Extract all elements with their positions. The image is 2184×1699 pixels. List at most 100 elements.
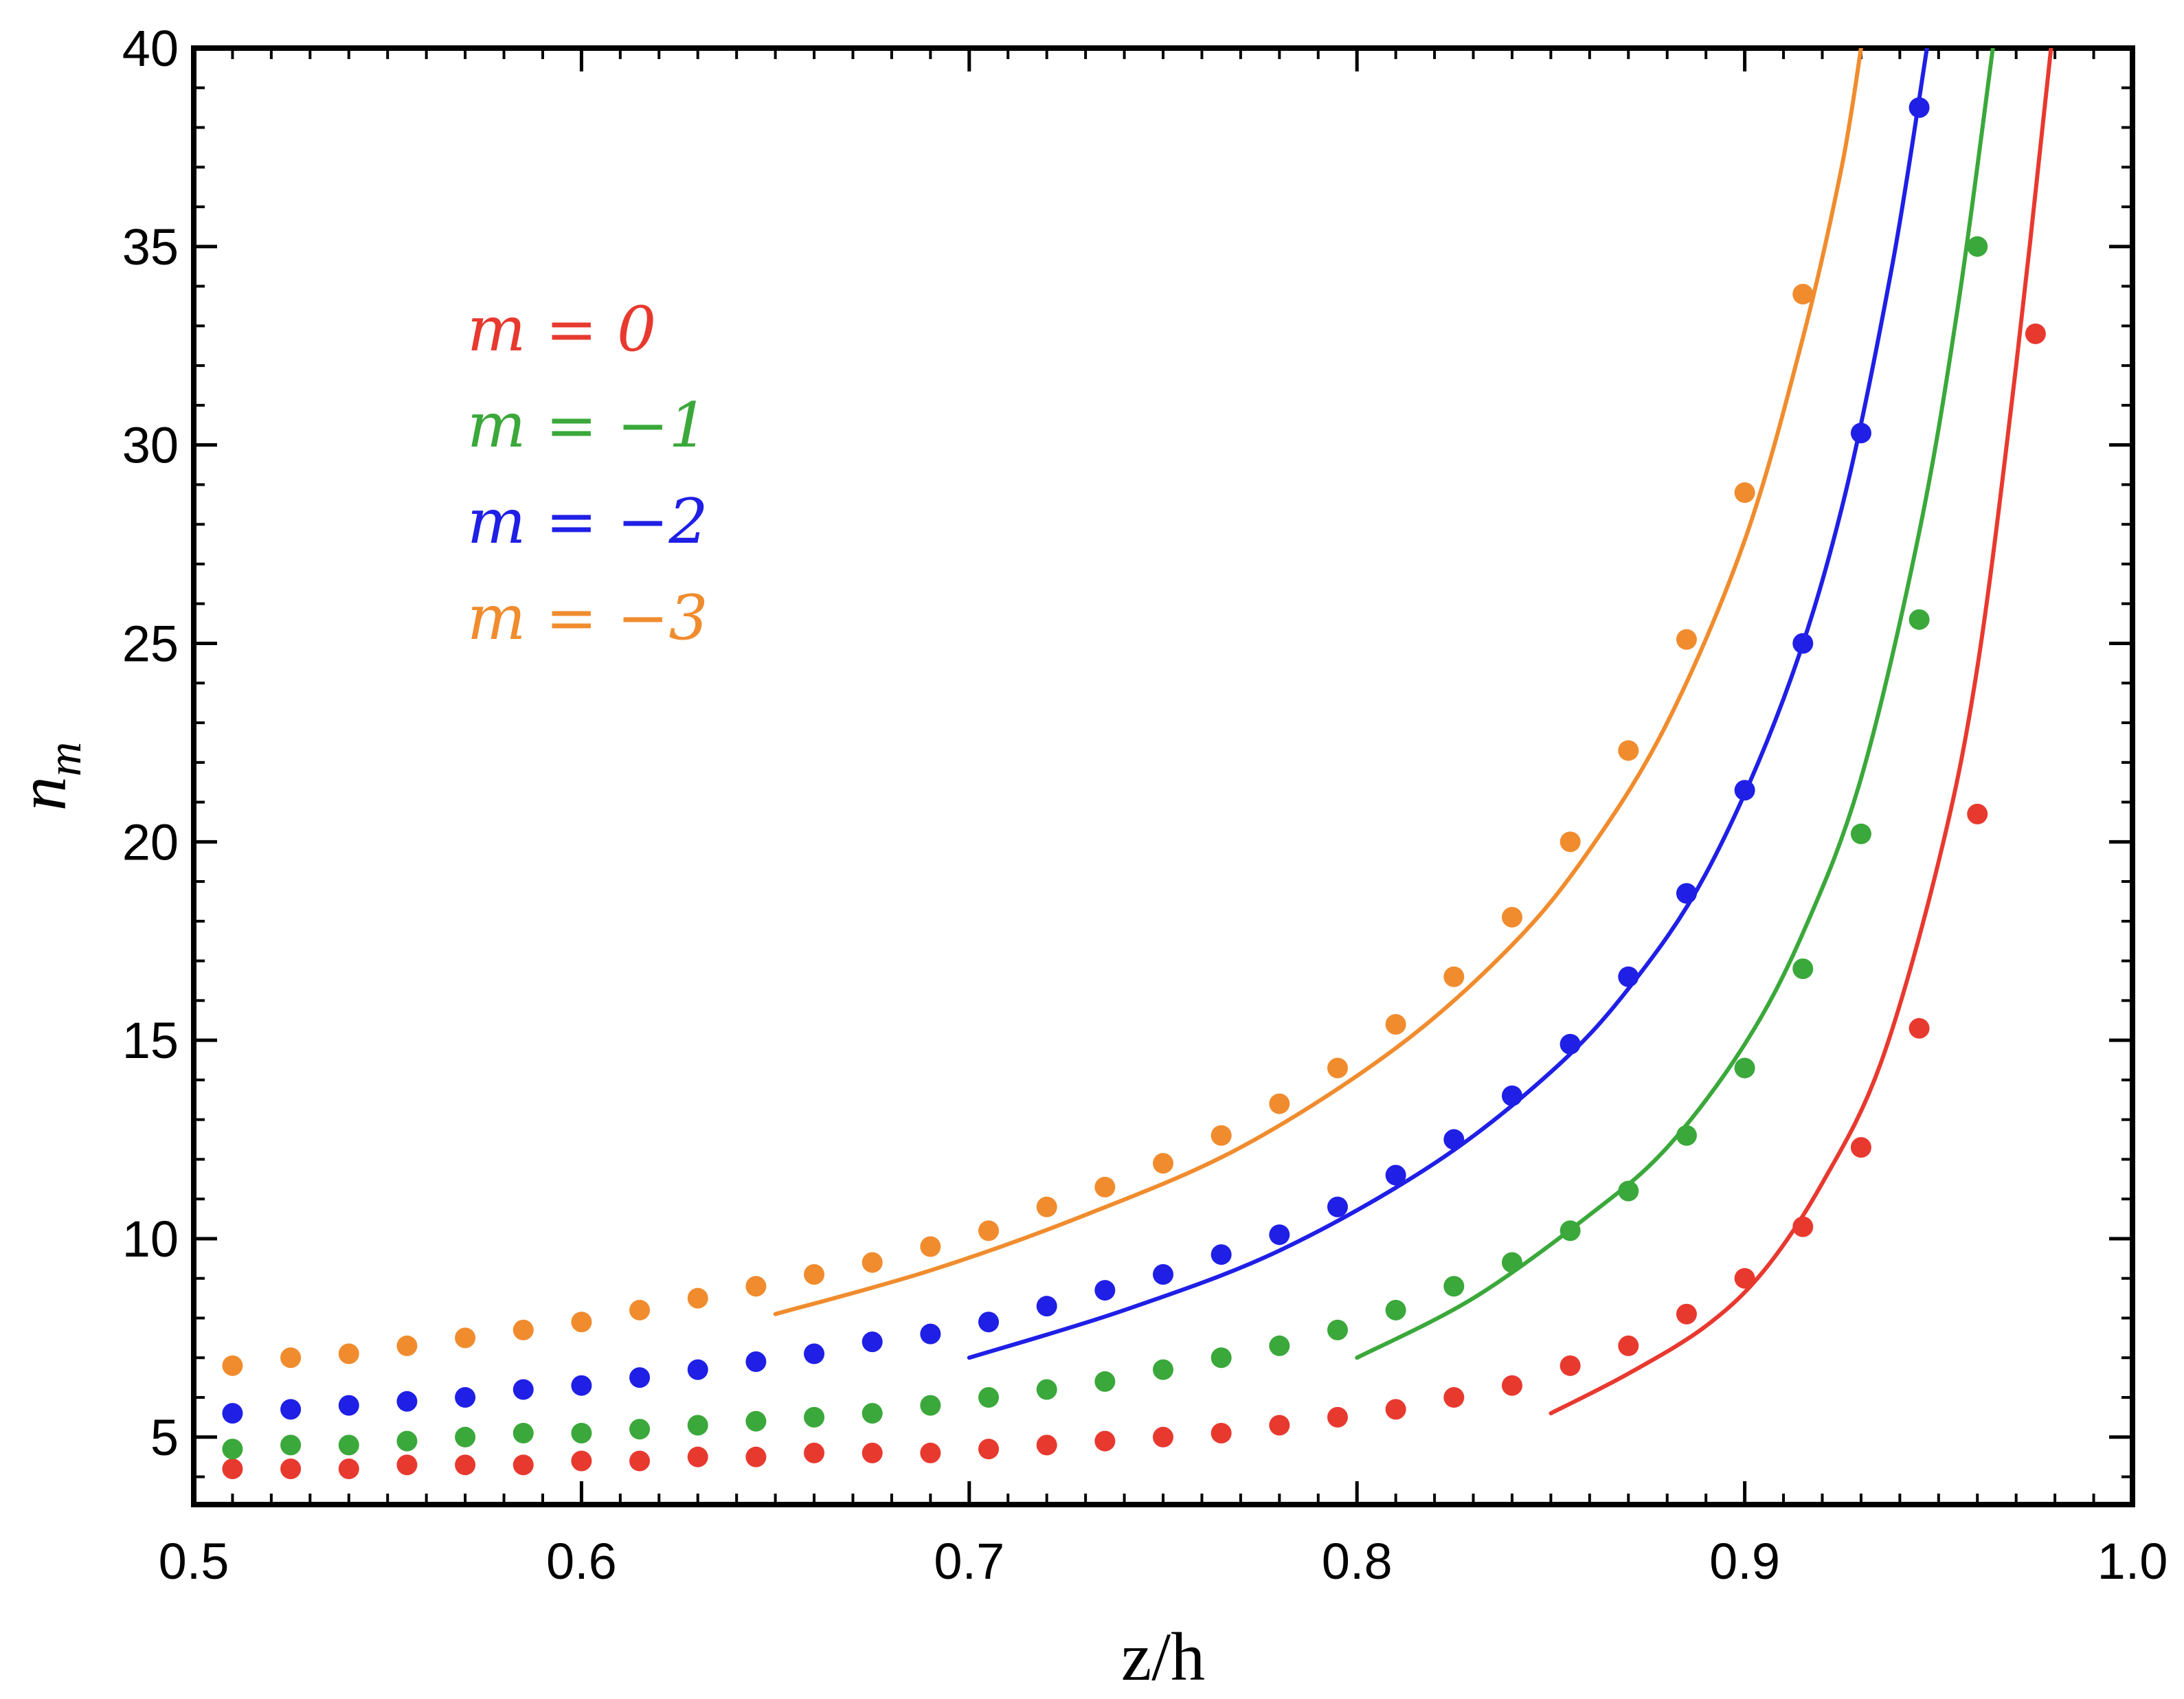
data-point [1560, 1355, 1581, 1376]
data-point [1560, 1033, 1581, 1055]
data-point [1443, 1276, 1465, 1297]
data-point [513, 1454, 534, 1476]
data-point [1327, 1057, 1348, 1079]
data-point [920, 1236, 941, 1257]
data-point [571, 1450, 592, 1472]
data-point [1036, 1296, 1057, 1317]
data-point [1094, 1176, 1116, 1197]
data-point [1443, 1387, 1465, 1408]
data-point [455, 1426, 476, 1448]
data-point [455, 1387, 476, 1408]
data-point [862, 1403, 883, 1424]
data-point [1327, 1406, 1348, 1428]
data-point [978, 1312, 1000, 1333]
x-tick-label: 0.5 [159, 1533, 229, 1590]
y-tick-label: 30 [122, 417, 179, 474]
data-point [2025, 323, 2046, 344]
data-point [1909, 1017, 1930, 1039]
legend-entry: m = −1 [467, 390, 708, 462]
data-point [978, 1439, 1000, 1460]
data-point [338, 1395, 359, 1416]
data-point [1443, 1129, 1465, 1150]
data-point [1211, 1244, 1232, 1265]
data-point [687, 1415, 708, 1436]
data-point [396, 1391, 418, 1412]
data-point [1501, 1252, 1522, 1273]
data-point [1153, 1263, 1173, 1285]
data-point [1560, 831, 1581, 853]
data-point [1676, 1303, 1697, 1325]
data-point [1036, 1379, 1057, 1400]
y-axis-title-subscript: m [38, 742, 91, 777]
data-point [629, 1367, 651, 1388]
data-point [280, 1459, 302, 1480]
y-tick-label: 35 [122, 218, 179, 275]
data-point [745, 1410, 767, 1432]
data-point [1385, 1014, 1406, 1035]
data-point [978, 1220, 1000, 1241]
data-point [1036, 1196, 1057, 1217]
data-point [1094, 1371, 1116, 1392]
y-axis-title: nm [4, 742, 91, 811]
data-point [1153, 1153, 1173, 1174]
data-point [745, 1276, 767, 1297]
data-point [280, 1347, 302, 1369]
data-point [338, 1459, 359, 1480]
data-point [1792, 1216, 1814, 1237]
x-tick-label: 0.6 [546, 1533, 617, 1590]
y-axis-title-base: n [4, 776, 80, 811]
data-point [280, 1399, 302, 1420]
data-point [455, 1454, 476, 1476]
data-point [629, 1299, 651, 1320]
data-point [1909, 609, 1930, 630]
data-point [222, 1403, 243, 1424]
data-point [920, 1323, 941, 1344]
data-point [1618, 966, 1639, 987]
data-point [1211, 1347, 1232, 1369]
data-point [1792, 958, 1814, 980]
data-point [1211, 1125, 1232, 1146]
data-point [571, 1312, 592, 1333]
data-point [1676, 629, 1697, 650]
data-point [920, 1442, 941, 1463]
tick-labels: 0.5 0.6 0.7 0.8 0.9 1.0 5 10 15 20 25 30 35 40 [122, 20, 2168, 1590]
x-axis-title: z/h [1121, 1619, 1205, 1695]
x-tick-label: 0.7 [934, 1533, 1004, 1590]
data-point [513, 1423, 534, 1444]
data-point [1618, 1180, 1639, 1202]
data-point [1327, 1196, 1348, 1217]
data-point [1269, 1335, 1290, 1356]
data-point [1792, 284, 1814, 305]
curves [773, 48, 2053, 1416]
data-point [1734, 1268, 1755, 1289]
data-point [862, 1252, 883, 1273]
x-tick-label: 1.0 [2097, 1533, 2168, 1590]
data-point [1269, 1415, 1290, 1436]
data-point [338, 1343, 359, 1364]
data-point [571, 1423, 592, 1444]
data-point [1909, 97, 1930, 118]
data-point [1734, 1057, 1755, 1079]
series-curve-0 [1549, 48, 2053, 1416]
series-curve-3 [773, 48, 1863, 1316]
data-point [629, 1450, 651, 1472]
data-point [804, 1442, 825, 1463]
data-point [1385, 1164, 1406, 1186]
y-tick-label: 5 [150, 1409, 179, 1466]
data-point [687, 1287, 708, 1309]
data-point [1153, 1426, 1173, 1448]
data-point [1967, 803, 1988, 824]
data-point [222, 1459, 243, 1480]
data-point [1967, 236, 1988, 257]
data-point [222, 1355, 243, 1376]
data-point [1560, 1220, 1581, 1241]
x-tick-label: 0.8 [1322, 1533, 1393, 1590]
data-point [804, 1406, 825, 1428]
data-point [1850, 423, 1871, 444]
data-point [745, 1446, 767, 1467]
data-point [396, 1430, 418, 1452]
data-point [629, 1419, 651, 1440]
data-point [1618, 740, 1639, 761]
data-point [862, 1331, 883, 1353]
data-point [1036, 1434, 1057, 1456]
